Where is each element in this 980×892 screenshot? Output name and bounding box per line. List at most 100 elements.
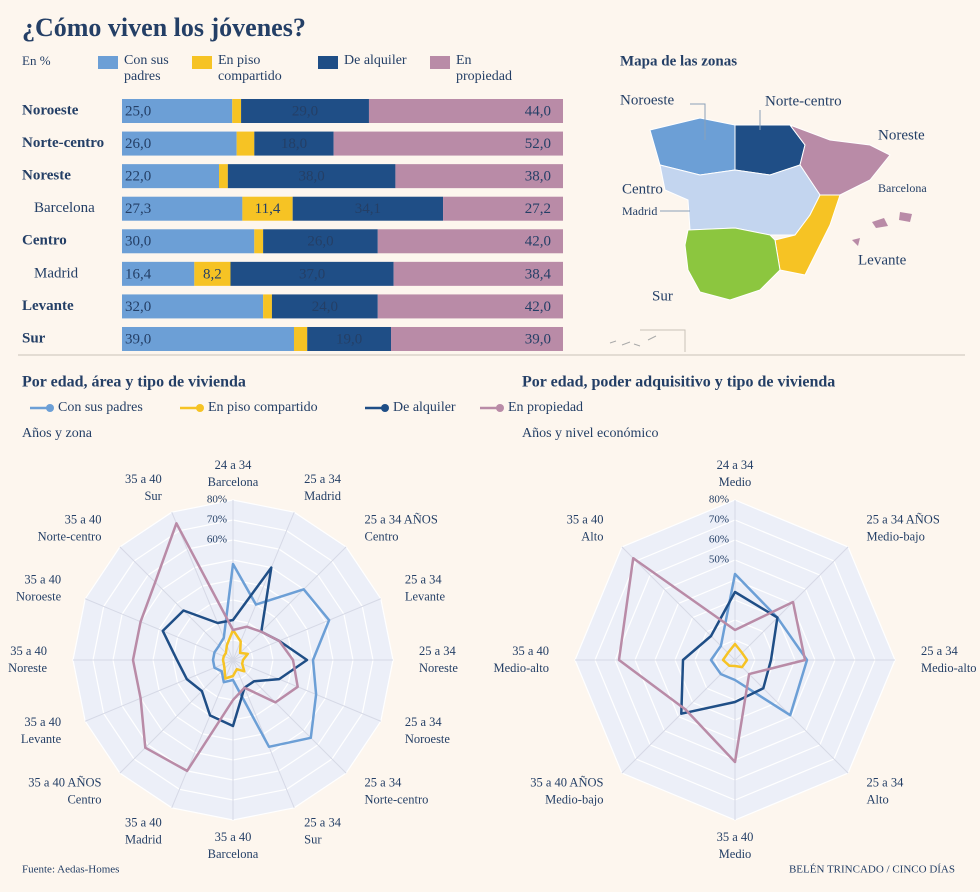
radar-title: Por edad, área y tipo de vivienda <box>22 374 246 391</box>
map-zone <box>788 123 891 196</box>
axis-group-label: 25 a 34 AÑOS <box>867 512 940 526</box>
map-island <box>852 238 860 246</box>
value-label: 44,0 <box>525 103 551 119</box>
bar-segment <box>368 99 563 123</box>
axis-group-label: 25 a 34 <box>419 644 457 658</box>
axis-group-label: 25 a 34 <box>921 644 959 658</box>
value-label: 30,0 <box>125 234 151 250</box>
legend-dot <box>381 404 389 412</box>
map-title: Mapa de las zonas <box>620 53 737 69</box>
bar-segment <box>333 131 563 156</box>
bar-segment <box>377 229 563 254</box>
value-label: 25,0 <box>125 103 151 119</box>
bar-segment <box>230 261 394 286</box>
bar-segment <box>219 164 228 189</box>
map-island <box>872 218 888 228</box>
bar-segment <box>122 261 195 286</box>
axis-category-label: Alto <box>867 792 889 806</box>
bar-segment <box>241 99 369 123</box>
value-label: 19,0 <box>336 331 362 347</box>
value-label: 27,2 <box>525 201 551 217</box>
map-label: Centro <box>622 181 663 197</box>
legend-swatch <box>318 56 338 69</box>
r-tick-label: 80% <box>207 494 227 506</box>
credit: BELÉN TRINCADO / CINCO DÍAS <box>789 864 955 876</box>
value-label: 34,1 <box>355 201 381 217</box>
bar-segment <box>122 326 294 351</box>
radar-title: Por edad, poder adquisitivo y tipo de vi… <box>522 374 835 391</box>
axis-category-label: Medio-bajo <box>867 529 925 543</box>
spoke <box>232 659 295 809</box>
category-label: Centro <box>22 233 67 249</box>
category-label: Noreste <box>22 168 71 184</box>
axis-group-label: 25 a 34 <box>405 715 443 729</box>
map-label: Barcelona <box>878 181 927 195</box>
source: Fuente: Aedas-Homes <box>22 864 119 876</box>
spoke <box>119 659 234 774</box>
legend-dot <box>46 404 54 412</box>
axis-category-label: Noroeste <box>405 732 451 746</box>
value-label: 32,0 <box>125 299 151 315</box>
axis-category-label: Barcelona <box>208 475 259 489</box>
axis-group-label: 35 a 40 <box>567 512 604 526</box>
spoke <box>734 659 849 774</box>
spoke <box>621 546 736 661</box>
axis-group-label: 25 a 34 <box>304 816 342 830</box>
value-label: 18,0 <box>281 136 307 152</box>
axis-group-label: 35 a 40 <box>65 512 102 526</box>
axis-group-label: 35 a 40 AÑOS <box>28 775 101 789</box>
axis-group-label: 35 a 40 <box>24 715 61 729</box>
spoke <box>119 546 234 661</box>
map-label: Madrid <box>622 204 657 218</box>
value-label: 16,4 <box>125 266 152 282</box>
axis-group-label: 35 a 40 <box>125 816 162 830</box>
bar-segment <box>122 229 255 254</box>
bar-segment <box>377 294 563 319</box>
axis-group-label: 25 a 34 <box>405 573 443 587</box>
map-label: Noreste <box>878 127 925 143</box>
bar-segment <box>391 326 563 351</box>
bar-segment <box>293 326 308 351</box>
radar-line <box>211 562 331 749</box>
radar-line <box>221 628 250 680</box>
axis-group-label: 35 a 40 <box>512 644 549 658</box>
axis-category-label: Madrid <box>304 489 342 503</box>
legend-label-box: En piso compartido <box>218 53 282 84</box>
axis-category-label: Sur <box>304 833 322 847</box>
legend-swatch <box>430 56 450 69</box>
bar-segment <box>242 196 293 221</box>
map-leader <box>690 103 706 140</box>
map-label: Norte-centro <box>765 93 842 109</box>
map-zone <box>684 227 781 301</box>
bar-segment <box>236 131 255 156</box>
bar-segment <box>122 294 264 319</box>
bar-segment <box>393 261 563 286</box>
axis-category-label: Noreste <box>419 661 458 675</box>
axis-category-label: Norte-centro <box>38 529 102 543</box>
bar-segment <box>263 229 378 254</box>
bar-segment <box>194 261 231 286</box>
axis-category-label: Noreste <box>8 661 47 675</box>
radar-subtitle: Años y zona <box>22 426 93 441</box>
axis-group-label: 25 a 34 AÑOS <box>365 512 438 526</box>
bar-segment <box>227 164 396 189</box>
axis-group-label: 25 a 34 <box>304 472 342 486</box>
radar-subtitle: Años y nivel económico <box>522 426 658 441</box>
legend-label: En propiedad <box>508 400 583 415</box>
axis-category-label: Levante <box>405 590 446 604</box>
axis-group-label: 35 a 40 <box>215 830 252 844</box>
spoke <box>232 546 347 661</box>
axis-group-label: 25 a 34 <box>365 775 403 789</box>
bar-segment <box>122 196 243 221</box>
axis-category-label: Sur <box>144 489 162 503</box>
legend-label: De alquiler <box>393 400 456 415</box>
legend-label: En propiedad <box>456 53 512 84</box>
bar-segment <box>395 164 563 189</box>
map-island <box>899 212 912 222</box>
category-label: Norte-centro <box>22 135 104 151</box>
value-label: 29,0 <box>292 103 318 119</box>
value-label: 22,0 <box>125 169 151 185</box>
axis-category-label: Medio <box>719 847 752 861</box>
value-label: 39,0 <box>525 331 551 347</box>
